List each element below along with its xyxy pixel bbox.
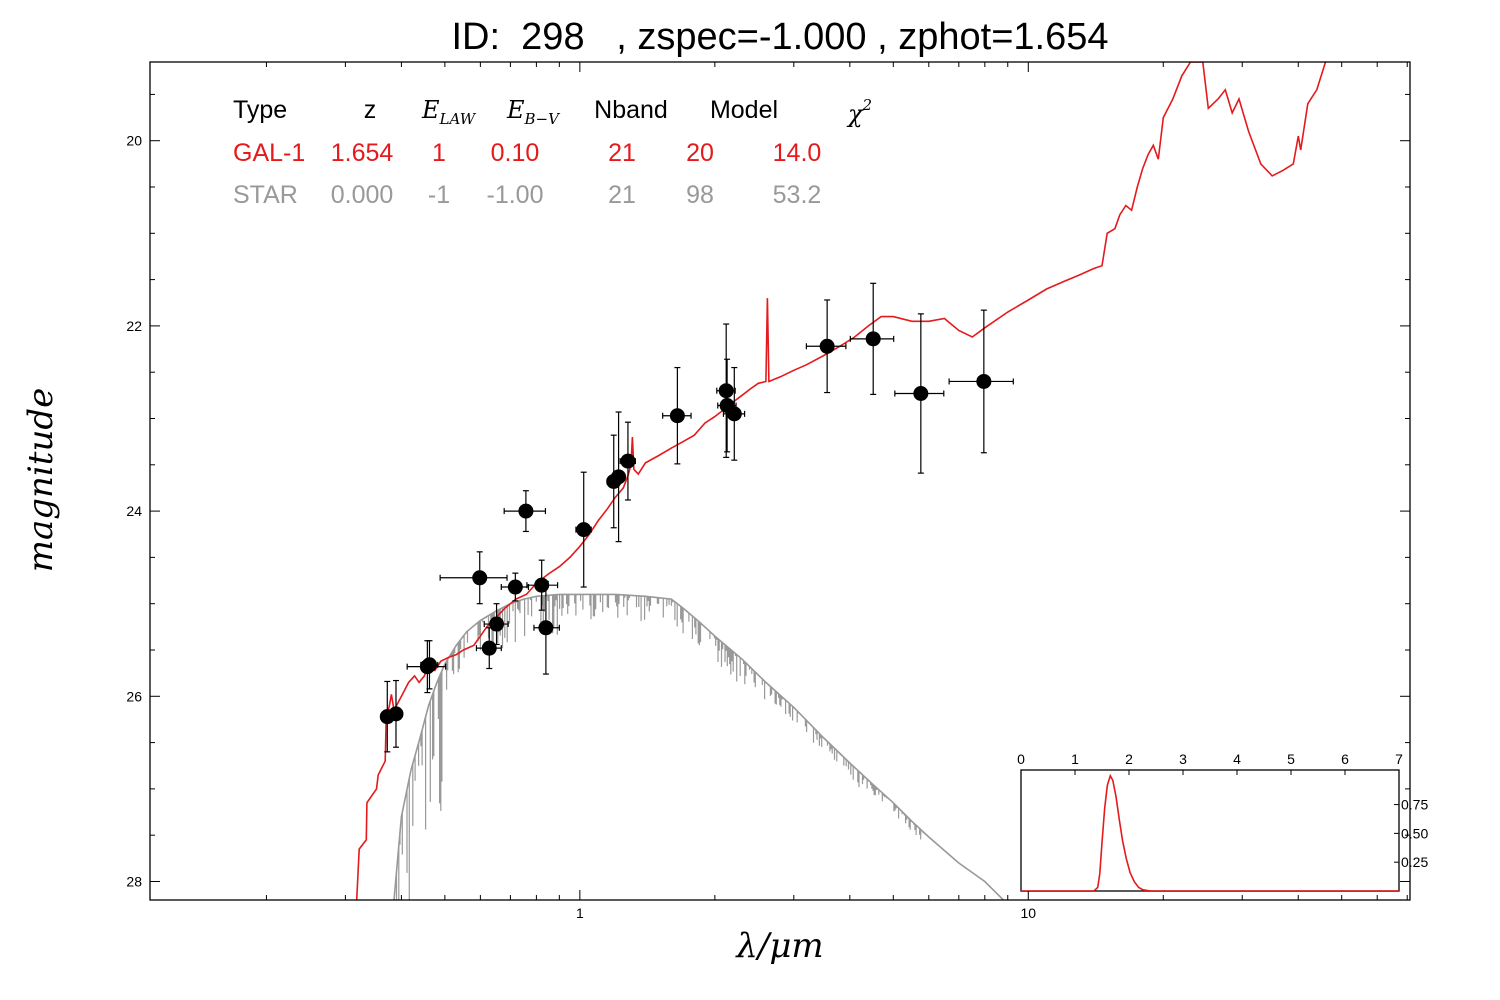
plot-frame [149,61,1411,901]
legend-cell-z: 1.654 [331,139,394,167]
photometry-points [379,282,1014,753]
inset-ticks: 0 1 2 3 4 5 6 7 0.25 0.50 0.75 [1017,751,1428,870]
photometry-marker [726,406,742,422]
y-tick-label: 28 [126,873,142,889]
legend-header-type: Type [233,96,287,124]
star-model-absorption-lines [395,594,924,900]
x-tick-label: 10 [1020,905,1036,921]
photometry-marker [976,373,992,389]
legend-rows: GAL-1 1.654 1 0.10 21 20 14.0 STAR 0.000 -1 -1.00 2… [233,139,821,209]
photometry-marker [489,616,505,632]
photometry-point [439,551,508,605]
photometry-point [420,640,439,690]
legend-cell-elaw: -1 [428,181,450,209]
photometry-marker [819,338,835,354]
legend-row: STAR 0.000 -1 -1.00 21 98 53.2 [233,181,821,209]
photometry-marker [865,331,881,347]
photometry-marker [620,453,636,469]
photometry-point [475,627,502,670]
legend-cell-model: 20 [686,139,714,167]
y-tick-label: 24 [126,503,142,519]
page-title: ID: 298 , zspec=-1.000 , zphot=1.654 [451,16,1109,58]
y-axis-label: magnitude [21,388,61,573]
redshift-pdf-inset: 0 1 2 3 4 5 6 7 0.25 0.50 0.75 [1017,751,1428,892]
legend-header-z: z [364,96,377,124]
photometry-marker [611,469,627,485]
photometry-point [500,572,530,602]
legend-header-ebv: EB−V [506,96,561,128]
photometry-marker [538,620,554,636]
y-tick-label: 26 [126,688,142,704]
legend-cell-z: 0.000 [331,181,394,209]
legend-cell-chi2: 14.0 [773,139,822,167]
photometry-point [533,580,560,675]
photometry-point [805,299,847,394]
inset-x-tick-label: 6 [1341,751,1349,767]
legend-cell-ebv: -1.00 [487,181,544,209]
photometry-marker [472,570,488,586]
photometry-point [849,282,895,396]
photometry-marker [518,503,534,519]
inset-frame [1020,769,1400,892]
star-model-curve [393,593,1004,900]
inset-y-tick-label: 0.50 [1401,825,1428,841]
legend-header-model: Model [710,96,778,124]
legend-header-nband: Nband [594,96,668,124]
photometry-point [948,309,1014,454]
legend-cell-type: GAL-1 [233,139,305,167]
fit-legend-table: Type z ELAW EB−V Nband Model χ2 GAL-1 1.6… [233,96,872,209]
legend-cell-ebv: 0.10 [491,139,540,167]
y-tick-label: 22 [126,318,142,334]
inset-x-tick-label: 0 [1017,751,1025,767]
legend-row: GAL-1 1.654 1 0.10 21 20 14.0 [233,139,821,167]
y-tick-labels: 20 22 24 26 28 [126,133,142,890]
inset-x-tick-label: 5 [1287,751,1295,767]
photometry-point [894,313,945,474]
legend-header-elaw: ELAW [421,96,477,128]
x-tick-labels: 1 10 [576,905,1036,921]
legend-cell-type: STAR [233,181,298,209]
photometry-marker [669,408,685,424]
photometry-marker [388,706,404,722]
photometry-marker [421,657,437,673]
legend-cell-chi2: 53.2 [773,181,822,209]
inset-x-tick-label: 7 [1395,751,1403,767]
photometry-point [388,679,404,748]
inset-x-tick-label: 4 [1233,751,1241,767]
photometry-point [662,366,692,465]
y-tick-label: 20 [126,133,142,149]
photometry-point [611,411,627,543]
photometry-marker [534,577,550,593]
photometry-marker [913,385,929,401]
axis-ticks [150,62,1410,900]
x-tick-label: 1 [576,905,584,921]
photometry-marker [718,383,734,399]
photometry-point [722,366,746,461]
inset-x-tick-label: 3 [1179,751,1187,767]
photometry-marker [507,579,523,595]
photometry-point [575,471,592,588]
x-axis-label: λ/μm [734,926,823,966]
photometry-point [717,358,737,453]
photometry-point [503,490,547,533]
legend-cell-elaw: 1 [432,139,446,167]
legend-cell-nband: 21 [608,139,636,167]
inset-pdf-curve [1021,773,1399,891]
inset-x-tick-label: 1 [1071,751,1079,767]
photometry-point [483,603,509,646]
photometry-point [716,323,736,458]
inset-x-tick-label: 2 [1125,751,1133,767]
legend-cell-model: 98 [686,181,714,209]
photometry-point [619,421,636,501]
inset-y-tick-label: 0.75 [1401,797,1428,813]
legend-cell-nband: 21 [608,181,636,209]
photometry-marker [576,522,592,538]
inset-y-tick-label: 0.25 [1401,854,1428,870]
photometry-marker [481,640,497,656]
legend-header-chi2: χ2 [846,96,872,128]
